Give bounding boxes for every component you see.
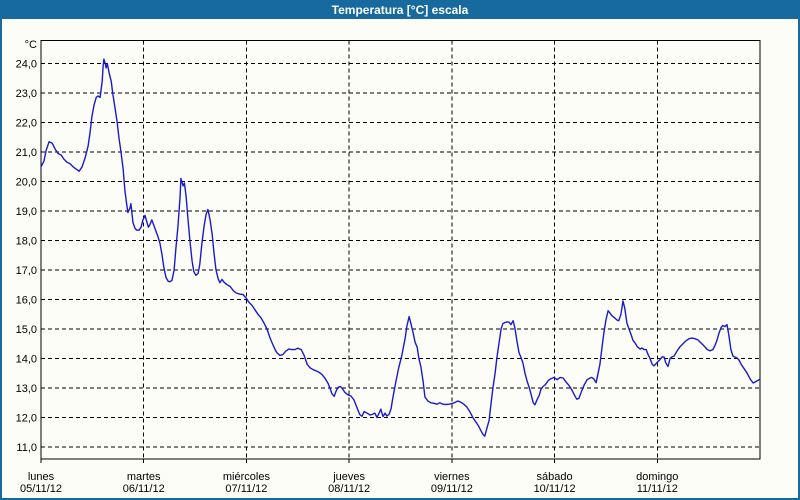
- y-tick-label: 21,0: [16, 147, 37, 159]
- x-day-name-label: jueves: [332, 471, 365, 483]
- y-tick-label: 17,0: [16, 265, 37, 277]
- y-tick-label: 11,0: [16, 442, 37, 454]
- y-axis-unit-label: °C: [25, 39, 37, 51]
- y-tick-label: 24,0: [16, 59, 37, 71]
- y-tick-label: 12,0: [16, 413, 37, 425]
- y-tick-label: 16,0: [16, 295, 37, 307]
- temperature-curve: [40, 58, 760, 437]
- x-day-date-label: 08/11/12: [328, 483, 370, 495]
- y-tick-label: 19,0: [16, 206, 37, 218]
- x-day-name-label: domingo: [636, 471, 678, 483]
- x-day-date-label: 11/11/12: [637, 483, 678, 495]
- x-day-name-label: viernes: [434, 471, 470, 483]
- y-tick-label: 22,0: [16, 118, 37, 130]
- y-tick-label: 14,0: [16, 354, 37, 366]
- y-tick-label: 20,0: [16, 177, 37, 189]
- temperature-chart: 24,0 23,0 22,0 21,0 20,0 19,0 18,0 17,0 16,0 15,0…: [16, 39, 761, 495]
- x-day-name-label: lunes: [28, 471, 55, 483]
- x-day-date-label: 07/11/12: [225, 483, 267, 495]
- x-day-name-label: sábado: [537, 471, 573, 483]
- plot-frame: [40, 40, 761, 460]
- chart-title: Temperatura [°C] escala: [331, 3, 469, 17]
- y-tick-label: 18,0: [16, 236, 37, 248]
- x-day-date-label: 10/11/12: [534, 483, 576, 495]
- chart-area: 24,0 23,0 22,0 21,0 20,0 19,0 18,0 17,0 16,0 15,0…: [2, 19, 798, 498]
- title-bar: Temperatura [°C] escala: [2, 2, 798, 19]
- y-tick-label: 15,0: [16, 324, 37, 336]
- x-day-date-label: 05/11/12: [20, 483, 62, 495]
- x-day-name-label: miércoles: [223, 471, 271, 483]
- y-tick-label: 23,0: [16, 88, 37, 100]
- x-day-date-label: 09/11/12: [431, 483, 473, 495]
- x-day-name-label: martes: [127, 471, 161, 483]
- y-tick-label: 13,0: [16, 383, 37, 395]
- x-day-date-label: 06/11/12: [123, 483, 165, 495]
